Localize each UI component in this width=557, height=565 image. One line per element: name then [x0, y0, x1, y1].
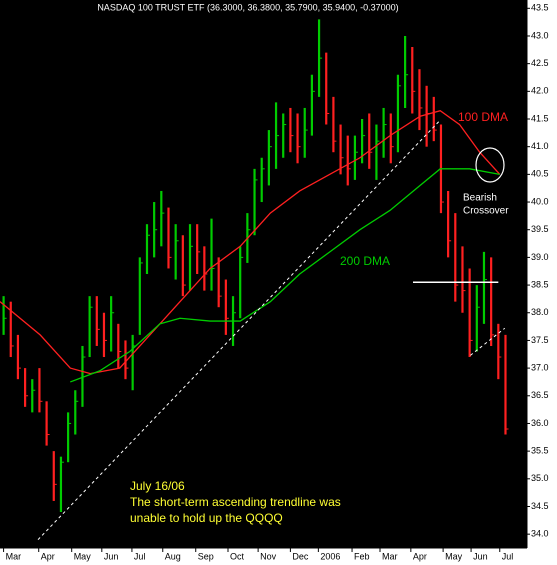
y-tick-label: 35.0	[531, 473, 549, 483]
y-tick-label: 35.5	[531, 446, 549, 456]
y-tick-label: 40.0	[531, 196, 549, 206]
x-tick-label: Jun	[473, 551, 488, 561]
y-tick-label: 39.5	[531, 224, 549, 234]
x-tick-label: Sep	[198, 551, 214, 561]
y-tick-label: 43.5	[531, 3, 549, 13]
x-tick-label: Jul	[134, 551, 146, 561]
moving-average	[0, 109, 501, 375]
x-tick-label: Jun	[104, 551, 119, 561]
label-200-dma: 200 DMA	[340, 254, 390, 268]
note: July 16/06	[130, 479, 185, 493]
x-tick-label: Apr	[41, 551, 55, 561]
y-tick-label: 41.0	[531, 141, 549, 151]
x-tick-label: Dec	[292, 551, 309, 561]
y-tick-label: 34.5	[531, 501, 549, 511]
x-tick-label: Feb	[354, 551, 370, 561]
label-100-dma: 100 DMA	[458, 110, 508, 124]
x-tick-label: Mar	[6, 551, 22, 561]
moving-average	[70, 168, 500, 383]
crossover-label: Bearish	[463, 193, 497, 204]
chart-title: NASDAQ 100 TRUST ETF (36.3000, 36.3800, …	[97, 2, 398, 12]
y-tick-label: 41.5	[531, 113, 549, 123]
crossover-label: Crossover	[463, 206, 509, 217]
x-tick-label: May	[445, 551, 463, 561]
y-tick-label: 36.0	[531, 418, 549, 428]
x-tick-label: Nov	[260, 551, 277, 561]
note: The short-term ascending trendline was	[130, 495, 341, 509]
y-tick-label: 42.0	[531, 86, 549, 96]
marks	[0, 19, 509, 541]
trendline	[37, 119, 441, 541]
y-tick-label: 37.0	[531, 362, 549, 372]
note: unable to hold up the QQQQ	[130, 511, 283, 525]
y-tick-label: 37.5	[531, 335, 549, 345]
x-tick-label: Mar	[382, 551, 398, 561]
y-tick-label: 43.0	[531, 30, 549, 40]
x-tick-label: May	[74, 551, 92, 561]
x-tick-label: Jul	[502, 551, 514, 561]
trendline	[470, 327, 506, 356]
y-tick-label: 36.5	[531, 390, 549, 400]
x-tick-label: Oct	[230, 551, 245, 561]
crossover-circle	[475, 147, 505, 183]
y-tick-label: 40.5	[531, 169, 549, 179]
plot-background	[0, 0, 527, 548]
x-tick-label: Aug	[165, 551, 181, 561]
y-tick-label: 42.5	[531, 58, 549, 68]
y-tick-label: 34.0	[531, 529, 549, 539]
y-tick-label: 38.0	[531, 307, 549, 317]
x-tick-label: 2006	[320, 551, 340, 561]
y-tick-label: 39.0	[531, 252, 549, 262]
x-tick-label: Apr	[413, 551, 427, 561]
y-tick-label: 38.5	[531, 279, 549, 289]
